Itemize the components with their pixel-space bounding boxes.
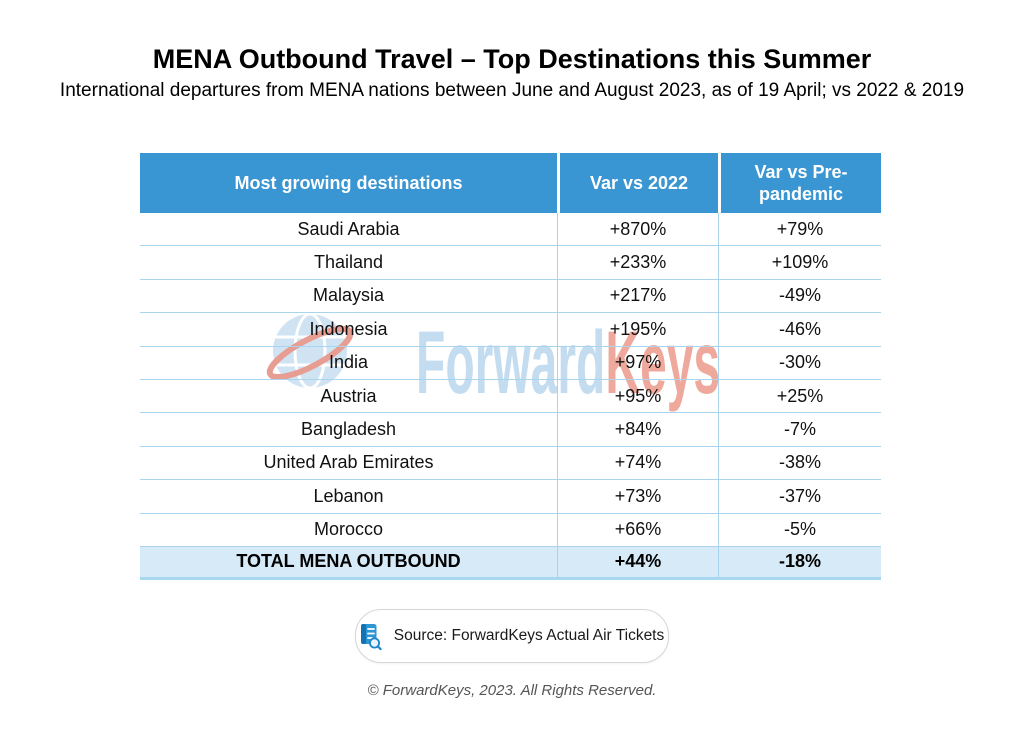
column-header-var-2022: Var vs 2022 xyxy=(557,153,718,213)
copyright-text: © ForwardKeys, 2023. All Rights Reserved… xyxy=(367,682,657,699)
var-pre-pandemic-cell: +109% xyxy=(718,246,881,279)
table-row: Morocco +66% -5% xyxy=(140,513,881,547)
destination-cell: United Arab Emirates xyxy=(263,452,434,473)
destination-cell: Morocco xyxy=(313,519,384,540)
total-var-pre-pandemic-cell: -18% xyxy=(718,546,881,577)
watermark-part-forward: Forward xyxy=(416,315,606,414)
table-header: Most growing destinations Var vs 2022 Va… xyxy=(140,153,881,213)
var-pre-pandemic-cell: +25% xyxy=(718,379,881,413)
table-row: Saudi Arabia +870% +79% xyxy=(140,213,881,247)
destination-cell: Malaysia xyxy=(312,285,385,306)
watermark-part-keys: Keys xyxy=(605,315,721,414)
var-pre-pandemic-cell: -37% xyxy=(718,480,881,513)
var-2022-cell: +97% xyxy=(557,346,718,379)
var-2022-cell: +66% xyxy=(557,513,718,546)
var-2022-cell: +233% xyxy=(557,246,718,279)
var-pre-pandemic-cell: -46% xyxy=(718,313,881,346)
column-header-var-pre-pandemic: Var vs Pre-pandemic xyxy=(718,153,881,213)
table-row: United Arab Emirates +74% -38% xyxy=(140,446,881,481)
table-row: Indonesia +195% -46% xyxy=(140,313,881,347)
var-2022-cell: +95% xyxy=(557,379,718,413)
var-pre-pandemic-cell: -38% xyxy=(718,446,881,480)
source-label: Source: ForwardKeys Actual Air Tickets xyxy=(393,627,665,644)
watermark-wordmark: ForwardKeys xyxy=(416,320,720,410)
table-row: Bangladesh +84% -7% xyxy=(140,413,881,447)
document-search-icon xyxy=(360,623,382,650)
var-pre-pandemic-cell: +79% xyxy=(718,213,881,246)
var-pre-pandemic-cell: -5% xyxy=(718,513,881,546)
table-total-row: TOTAL MENA OUTBOUND +44% -18% xyxy=(140,546,881,580)
var-2022-cell: +84% xyxy=(557,413,718,446)
source-badge: Source: ForwardKeys Actual Air Tickets xyxy=(355,609,669,663)
table-row: Malaysia +217% -49% xyxy=(140,279,881,314)
table-row: Austria +95% +25% xyxy=(140,379,881,414)
total-label-cell: TOTAL MENA OUTBOUND xyxy=(236,551,461,572)
destination-cell: Austria xyxy=(320,385,377,406)
var-2022-cell: +870% xyxy=(557,213,718,246)
var-2022-cell: +74% xyxy=(557,446,718,480)
table-row: Thailand +233% +109% xyxy=(140,246,881,280)
table-row: India +97% -30% xyxy=(140,346,881,380)
globe-logo-icon xyxy=(266,312,354,390)
destinations-table: Most growing destinations Var vs 2022 Va… xyxy=(140,153,881,580)
table-row: Lebanon +73% -37% xyxy=(140,480,881,514)
page-title: MENA Outbound Travel – Top Destinations … xyxy=(152,44,872,74)
column-header-destinations: Most growing destinations xyxy=(234,172,463,193)
var-2022-cell: +217% xyxy=(557,279,718,313)
var-pre-pandemic-cell: -7% xyxy=(718,413,881,446)
var-2022-cell: +73% xyxy=(557,480,718,513)
table-body: Saudi Arabia +870% +79% Thailand +233% +… xyxy=(140,213,881,547)
destination-cell: Bangladesh xyxy=(300,419,397,440)
var-2022-cell: +195% xyxy=(557,313,718,346)
destination-cell: Indonesia xyxy=(309,318,388,339)
destination-cell: Thailand xyxy=(313,252,384,273)
var-pre-pandemic-cell: -49% xyxy=(718,279,881,313)
var-pre-pandemic-cell: -30% xyxy=(718,346,881,379)
destination-cell: India xyxy=(328,352,369,373)
destination-cell: Lebanon xyxy=(313,485,384,506)
page-subtitle: International departures from MENA natio… xyxy=(59,80,965,101)
total-var-2022-cell: +44% xyxy=(557,546,718,577)
destination-cell: Saudi Arabia xyxy=(297,218,400,239)
